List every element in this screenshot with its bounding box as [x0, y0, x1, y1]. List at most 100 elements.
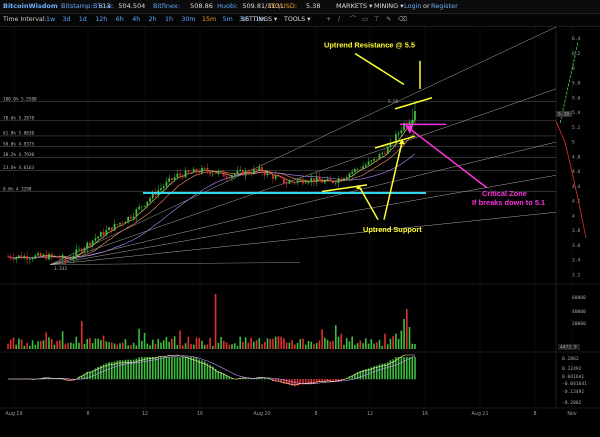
fib-label-1: 78.6% 5.2878 — [3, 116, 34, 122]
interval-4h[interactable]: 4h — [132, 16, 141, 23]
candle-body-0 — [7, 256, 9, 258]
candle-body-94 — [263, 172, 266, 176]
volume-bar-19 — [59, 340, 61, 349]
macd-bar-63 — [179, 357, 181, 380]
macd-tick-0: 0.2862 — [562, 356, 579, 362]
volume-bar-22 — [67, 343, 69, 349]
support-trendline-segment-2 — [374, 135, 416, 149]
candle-body-4 — [18, 255, 20, 258]
candle-body-97 — [272, 174, 274, 179]
volume-bar-128 — [356, 343, 359, 349]
draw-tool-4-icon[interactable]: ⊤ — [374, 16, 380, 23]
candle-body-112 — [313, 178, 315, 183]
macd-bar-62 — [176, 357, 179, 380]
login-link[interactable]: Login — [404, 2, 422, 10]
register-link[interactable]: Register — [431, 2, 458, 10]
candle-body-102 — [285, 183, 288, 184]
side-candle-11 — [569, 75, 571, 79]
draw-tool-1-icon[interactable]: ∕ — [338, 16, 341, 23]
candle-body-62 — [176, 173, 179, 178]
macd-bar-114 — [318, 379, 321, 383]
ticker-3-label[interactable]: Huobi: — [217, 2, 239, 10]
macd-bar-77 — [217, 370, 220, 380]
candle-body-86 — [242, 170, 244, 176]
interval-3m[interactable]: 3m — [239, 16, 250, 23]
macd-bar-68 — [192, 357, 195, 380]
volume-bar-134 — [373, 343, 375, 349]
volume-bar-63 — [179, 330, 181, 349]
macd-bar-81 — [228, 376, 231, 380]
interval-2h[interactable]: 2h — [148, 16, 157, 23]
candle-body-74 — [209, 171, 212, 175]
candle-body-40 — [116, 223, 119, 225]
interval-1w[interactable]: 1w — [46, 16, 56, 23]
volume-bar-36 — [105, 341, 108, 349]
draw-tool-2-icon[interactable]: ⌒ — [350, 16, 357, 23]
volume-bar-80 — [225, 342, 228, 349]
brand-logo[interactable]: BitcoinWisdom — [3, 2, 58, 10]
interval-1h[interactable]: 1h — [165, 16, 173, 23]
volume-bar-130 — [362, 343, 364, 349]
side-descending-line — [555, 121, 587, 239]
price-chart[interactable]: 6.4 6.2 6 5.8 5.6 5.4 5.2 5 4.8 4.6 4.4 4.2 4 3.8 3.6 3… — [0, 27, 600, 437]
candle-body-9 — [31, 258, 34, 260]
candle-body-148 — [411, 119, 414, 126]
draw-tool-6-icon[interactable]: ⌫ — [398, 16, 407, 23]
candle-body-26 — [78, 248, 80, 250]
draw-tool-5-icon[interactable]: ✎ — [386, 16, 392, 23]
candle-body-17 — [53, 256, 56, 257]
volume-bar-35 — [102, 335, 105, 349]
draw-tool-3-icon[interactable]: ▭ — [362, 16, 368, 23]
settings-dropdown[interactable]: SETTINGS ▾ — [241, 16, 278, 23]
candle-body-136 — [378, 154, 381, 160]
volume-bar-53 — [151, 339, 154, 349]
ticker-3-value: 509.81/3131 — [242, 2, 284, 10]
draw-tool-0-icon[interactable]: + — [326, 16, 332, 23]
x-tick-0: Aug 19 — [6, 411, 23, 417]
price-tick-10: 4.4 — [572, 184, 581, 190]
ticker-1-label[interactable]: BTC-e: — [93, 2, 115, 10]
candle-body-133 — [370, 160, 373, 162]
candle-body-19 — [58, 257, 61, 259]
candle-body-18 — [56, 256, 59, 258]
support-trendline-segment-1 — [321, 184, 368, 193]
price-tick-16: 3.2 — [572, 273, 581, 279]
macd-bar-117 — [326, 379, 329, 382]
volume-bar-2 — [12, 337, 15, 349]
macd-bar-27 — [80, 375, 83, 380]
ltc-ticker-label[interactable]: LTC/USD: — [268, 2, 298, 10]
macd-bar-57 — [162, 357, 165, 380]
interval-12h[interactable]: 12h — [95, 16, 108, 23]
interval-15m[interactable]: 15m — [202, 16, 217, 23]
volume-bar-24 — [72, 343, 75, 349]
ticker-0-label[interactable]: Bitstamp: — [61, 2, 93, 10]
fan-line-2 — [49, 141, 557, 265]
candle-body-25 — [75, 249, 78, 257]
volume-bar-109 — [304, 344, 307, 349]
macd-bar-61 — [173, 357, 176, 380]
markets-menu[interactable]: MARKETS ▾ — [336, 2, 373, 10]
interval-5m[interactable]: 5m — [222, 16, 233, 23]
volume-bar-59 — [168, 342, 170, 349]
price-tick-13: 3.8 — [572, 228, 581, 234]
volume-bar-43 — [124, 339, 127, 349]
macd-bar-29 — [86, 371, 89, 380]
interval-1m[interactable]: 1m — [255, 16, 266, 23]
candle-body-77 — [217, 171, 220, 174]
candle-body-122 — [340, 178, 343, 180]
volume-bar-37 — [108, 342, 110, 349]
tools-dropdown[interactable]: TOOLS ▾ — [284, 16, 311, 23]
macd-bar-102 — [285, 379, 288, 385]
interval-6h[interactable]: 6h — [115, 16, 124, 23]
candle-body-104 — [291, 181, 293, 183]
side-candle-16 — [574, 54, 576, 58]
x-tick-3: 16 — [197, 411, 203, 417]
mining-menu[interactable]: MINING ▾ — [374, 2, 404, 10]
interval-1d[interactable]: 1d — [78, 16, 87, 23]
macd-bar-130 — [362, 369, 364, 380]
interval-30m[interactable]: 30m — [181, 16, 196, 23]
interval-3d[interactable]: 3d — [62, 16, 71, 23]
macd-bar-37 — [108, 362, 110, 380]
ticker-2-label[interactable]: Bitfinex: — [153, 2, 180, 10]
x-tick-2: 12 — [142, 411, 148, 417]
